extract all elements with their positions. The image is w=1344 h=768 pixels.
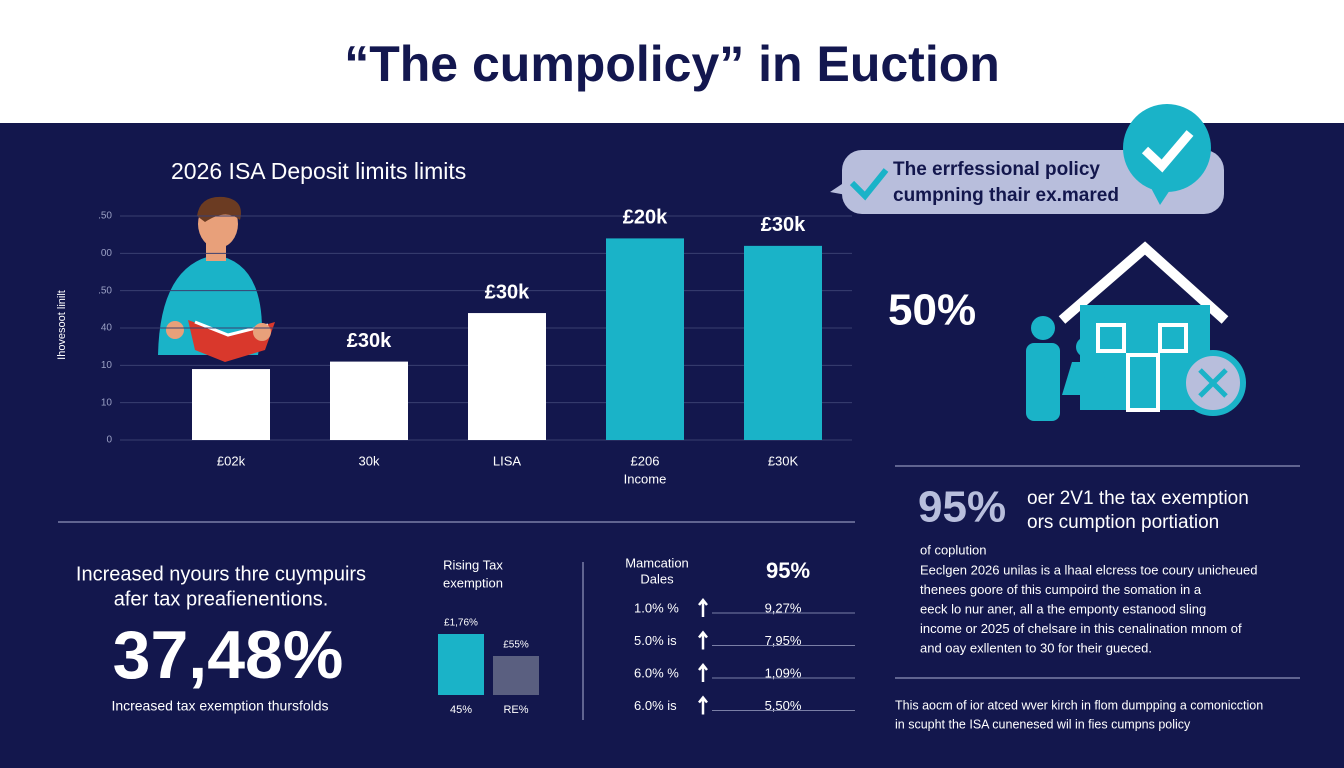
paragraph-line: and oay exllenten to 30 for their gueced…: [920, 640, 1152, 655]
y-tick-label: 0: [106, 435, 112, 446]
table-cell: 5,50%: [765, 698, 802, 713]
paragraph-line: income or 2025 of chelsare in this cenal…: [920, 621, 1242, 636]
y-tick-label: 40: [101, 323, 113, 334]
table-cell: 7,95%: [765, 633, 802, 648]
charts: 2026 ISA Deposit limits limits Ihovesoot …: [56, 158, 852, 716]
big-stat-caption: Increased tax exemption thursfolds: [111, 698, 328, 714]
paragraph-line: thenees goore of this cumpoird the somat…: [920, 582, 1202, 597]
table-header: Dales: [640, 571, 674, 586]
x-tick-label: £02k: [217, 453, 246, 468]
y-tick-label: .50: [98, 211, 112, 222]
chart-title: 2026 ISA Deposit limits limits: [171, 158, 466, 184]
bubble-line: The errfessional policy: [893, 159, 1100, 180]
table: 1.0% % 9,27% 5.0% is 7,95% 6.0% % 1,09% 6.0% i…: [634, 597, 855, 715]
bar-top-label: £55%: [503, 640, 529, 651]
left-line: Increased nyours thre cuympuirs: [76, 563, 366, 585]
y-tick-label: 10: [101, 397, 113, 408]
table-header: Mamcation: [625, 555, 689, 570]
y-axis-label: Ihovesoot linilt: [56, 290, 68, 360]
note-line: This aocm of ior atced wver kirch in flo…: [895, 698, 1263, 712]
y-tick-label: 00: [101, 248, 113, 259]
bar: [330, 361, 408, 440]
bar: [438, 634, 484, 695]
table-header: 95%: [766, 558, 810, 583]
chart-title: exemption: [443, 575, 503, 590]
table-cell: 1,09%: [765, 665, 802, 680]
x-axis-label: Income: [624, 471, 667, 486]
value-label: £30k: [347, 330, 392, 352]
value-label: £30k: [761, 214, 806, 236]
speech-bubble: [830, 104, 1224, 214]
paragraph: Eeclgen 2026 unilas is a lhaal elcress t…: [920, 562, 1258, 655]
bar-top-label: £1,76%: [444, 618, 478, 629]
table-cell: 6.0% %: [634, 665, 679, 680]
arrow-icon: [698, 662, 708, 682]
x-tick-label: 45%: [450, 704, 472, 716]
header-band: [0, 0, 1344, 123]
page-title: “The cumpolicy” in Euction: [344, 36, 1000, 92]
paragraph-line: Eeclgen 2026 unilas is a lhaal elcress t…: [920, 562, 1258, 577]
note-line: in scupht the ISA cunenesed wil in fies …: [895, 717, 1191, 731]
table-cell: 6.0% is: [634, 698, 677, 713]
x-tick-label: LISA: [493, 453, 522, 468]
note: This aocm of ior atced wver kirch in flo…: [895, 698, 1263, 731]
bubble-line: cumpning thair ex.mared: [893, 185, 1119, 206]
stat-95-text: oer 2V1 the tax exemption: [1027, 488, 1249, 509]
table-cell: 5.0% is: [634, 633, 677, 648]
paragraph-heading: of coplution: [920, 542, 987, 557]
house-illustration: [1026, 241, 1246, 421]
arrow-icon: [698, 695, 708, 715]
y-tick-label: .50: [98, 285, 112, 296]
big-stat: 37,48%: [113, 617, 344, 693]
left-line: afer tax preafienentions.: [114, 588, 329, 610]
arrow-icon: [698, 630, 708, 650]
stat-50: 50%: [888, 286, 976, 335]
value-label: £30k: [485, 281, 530, 303]
value-label: £20k: [623, 207, 668, 229]
paragraph-line: eeck lo nur aner, all a the emponty esta…: [920, 601, 1206, 616]
bar: [493, 656, 539, 695]
arrow-icon: [698, 597, 708, 617]
x-tick-label: RE%: [503, 704, 528, 716]
person-illustration: [158, 196, 275, 362]
table-cell: 9,27%: [765, 600, 802, 615]
bar: [744, 245, 822, 440]
bar: [192, 369, 270, 440]
x-tick-label: £30K: [768, 453, 799, 468]
y-tick-label: 10: [101, 360, 113, 371]
chart-title: Rising Tax: [443, 557, 503, 572]
x-tick-label: 30k: [359, 453, 380, 468]
bar: [468, 313, 546, 440]
table-cell: 1.0% %: [634, 600, 679, 615]
bar: [606, 238, 684, 440]
stat-95-text: ors cumption portiation: [1027, 512, 1219, 533]
stat-95: 95%: [918, 483, 1006, 532]
x-tick-label: £206: [631, 453, 660, 468]
